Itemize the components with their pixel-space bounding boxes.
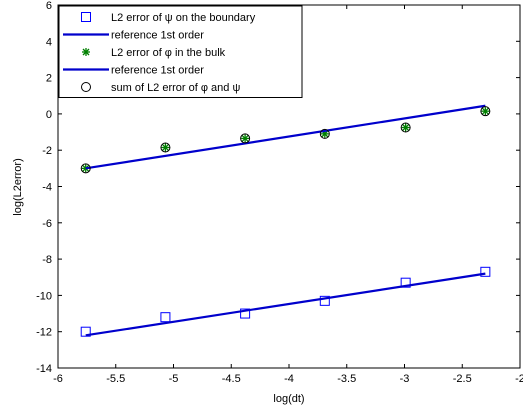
data-point-square — [400, 277, 411, 288]
y-tick-label: 4 — [46, 36, 52, 48]
series-3 — [85, 104, 486, 170]
data-point-square — [240, 308, 251, 319]
x-axis-label: log(dt) — [273, 393, 304, 405]
legend-box — [58, 5, 303, 98]
legend-label: sum of L2 error of φ and ψ — [111, 82, 240, 94]
legend-marker-circle — [81, 82, 91, 92]
y-tick-label: -2 — [42, 145, 52, 157]
y-tick-label: -4 — [42, 182, 52, 194]
x-tick-label: -2 — [515, 373, 523, 385]
legend-marker-star — [82, 48, 90, 56]
x-tick-label: -6 — [53, 373, 63, 385]
series-layer — [80, 104, 491, 337]
data-point-star — [401, 123, 410, 132]
y-tick-label: -12 — [36, 327, 52, 339]
legend-label: L2 error of φ in the bulk — [111, 47, 226, 59]
y-axis-label: log(L2error) — [12, 158, 24, 215]
x-tick-label: -3.5 — [337, 373, 356, 385]
legend: L2 error of ψ on the boundary reference 1… — [58, 5, 303, 98]
x-tick-label: -4.5 — [222, 373, 241, 385]
y-tick-label: 2 — [46, 73, 52, 85]
data-point-circle — [80, 163, 91, 174]
x-tick-label: -4 — [284, 373, 294, 385]
data-point-square — [480, 266, 491, 277]
reference-line — [85, 272, 486, 337]
data-point-square — [160, 312, 171, 323]
data-point-circle — [319, 128, 330, 139]
data-point-circle — [400, 122, 411, 133]
legend-label: L2 error of ψ on the boundary — [111, 12, 256, 24]
data-point-circle — [240, 133, 251, 144]
series-0 — [80, 266, 491, 337]
data-point-circle — [160, 142, 171, 153]
data-point-square — [80, 326, 91, 337]
y-tick-label: -14 — [36, 363, 52, 375]
y-tick-label: -10 — [36, 290, 52, 302]
y-tick-label: -6 — [42, 218, 52, 230]
y-tick-label: 0 — [46, 109, 52, 121]
axis-ticks: -6 -5.5 -5 -4.5 -4 -3.5 -3 -2.5 -2 -14 -12 -10 -8 -6 -… — [36, 0, 523, 385]
x-tick-label: -5.5 — [106, 373, 125, 385]
data-point-square — [319, 295, 330, 306]
reference-line — [85, 104, 486, 170]
data-point-circle — [480, 106, 491, 117]
legend-label: reference 1st order — [111, 30, 204, 42]
x-tick-label: -3 — [400, 373, 410, 385]
x-tick-label: -2.5 — [453, 373, 472, 385]
x-tick-label: -5 — [169, 373, 179, 385]
series-4 — [80, 106, 491, 174]
y-tick-label: 6 — [46, 0, 52, 12]
legend-label: reference 1st order — [111, 65, 204, 77]
data-point-star — [241, 134, 250, 143]
legend-marker-square — [81, 12, 91, 22]
data-point-star — [161, 143, 170, 152]
data-point-star — [481, 107, 490, 116]
y-tick-label: -8 — [42, 254, 52, 266]
series-1 — [85, 272, 486, 337]
